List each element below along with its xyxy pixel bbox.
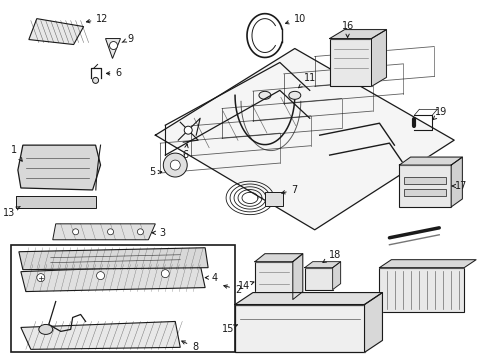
Bar	[329, 39, 371, 86]
Polygon shape	[379, 260, 475, 268]
Polygon shape	[19, 248, 208, 270]
Polygon shape	[21, 265, 205, 292]
Bar	[304, 268, 332, 289]
Text: 4: 4	[205, 273, 218, 283]
Circle shape	[107, 229, 113, 235]
Text: 13: 13	[3, 206, 20, 218]
Polygon shape	[29, 19, 83, 45]
Circle shape	[170, 160, 180, 170]
Bar	[379, 268, 463, 312]
Ellipse shape	[288, 91, 300, 99]
Text: 12: 12	[86, 14, 108, 24]
Bar	[264, 192, 282, 206]
Circle shape	[37, 274, 45, 282]
Circle shape	[137, 229, 143, 235]
Bar	[404, 177, 446, 184]
Text: 6: 6	[182, 144, 188, 160]
Circle shape	[73, 229, 79, 235]
Bar	[404, 189, 446, 196]
Text: 14: 14	[237, 280, 253, 291]
Text: 16: 16	[341, 21, 353, 37]
Text: 2: 2	[224, 284, 241, 294]
Text: 6: 6	[106, 68, 122, 78]
Circle shape	[184, 126, 192, 134]
Polygon shape	[329, 30, 386, 39]
Bar	[16, 196, 95, 208]
Polygon shape	[371, 30, 386, 86]
Circle shape	[92, 77, 99, 84]
Circle shape	[161, 270, 169, 278]
Polygon shape	[21, 321, 180, 349]
Bar	[254, 262, 292, 300]
Text: 11: 11	[298, 73, 315, 88]
Bar	[399, 165, 450, 207]
Polygon shape	[304, 262, 340, 268]
Ellipse shape	[39, 324, 53, 334]
Text: 18: 18	[322, 250, 340, 262]
Text: 17: 17	[451, 181, 467, 191]
Polygon shape	[155, 49, 453, 230]
Polygon shape	[292, 254, 302, 300]
Text: 5: 5	[149, 167, 161, 177]
Text: 8: 8	[182, 341, 198, 352]
Polygon shape	[105, 39, 120, 58]
Text: 10: 10	[285, 14, 305, 24]
Polygon shape	[254, 254, 302, 262]
Text: 7: 7	[281, 185, 297, 195]
Text: 1: 1	[11, 145, 22, 161]
Text: 15: 15	[222, 324, 237, 334]
Polygon shape	[364, 293, 382, 352]
Polygon shape	[235, 293, 382, 305]
Text: 3: 3	[152, 228, 165, 238]
Polygon shape	[450, 157, 462, 207]
Text: 9: 9	[122, 33, 133, 44]
Polygon shape	[399, 157, 462, 165]
Ellipse shape	[259, 91, 270, 99]
Circle shape	[96, 272, 104, 280]
Polygon shape	[18, 145, 101, 190]
Bar	[11, 245, 235, 352]
Bar	[235, 305, 364, 352]
Circle shape	[109, 41, 117, 50]
Polygon shape	[53, 224, 155, 240]
Text: 19: 19	[431, 107, 447, 120]
Polygon shape	[332, 262, 340, 289]
Circle shape	[163, 153, 187, 177]
